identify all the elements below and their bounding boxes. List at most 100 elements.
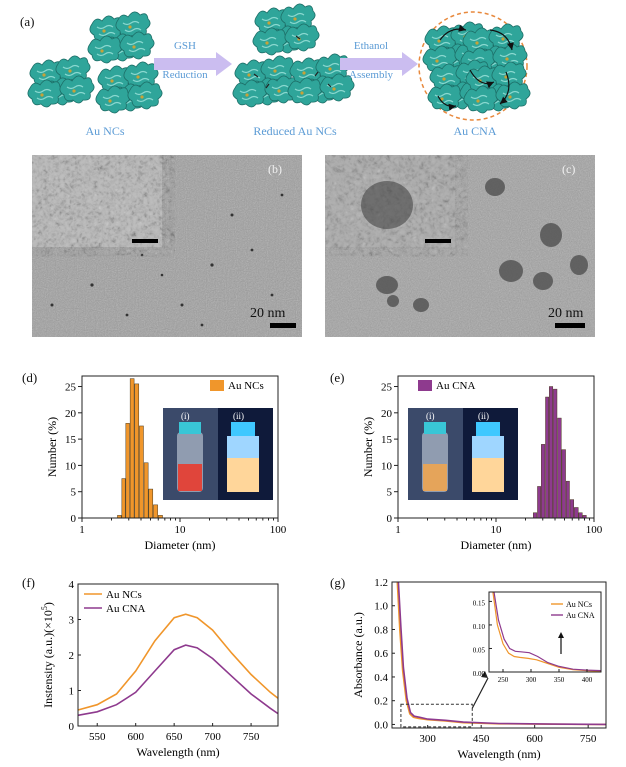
series-line-au-cna (493, 591, 602, 672)
vial-i-cap (424, 422, 446, 434)
vial-ii-liquid (472, 458, 504, 492)
histogram-bar (545, 396, 549, 519)
x-tick-label: 600 (526, 733, 543, 745)
x-tick-label: 400 (582, 676, 593, 684)
x-tick-label: 100 (270, 524, 287, 536)
y-tick-label: 1.2 (374, 577, 388, 589)
histogram-bar (121, 478, 126, 519)
zoom-region-box (400, 703, 473, 728)
histogram-bar (129, 378, 135, 519)
legend-label: Au NCs (106, 589, 142, 601)
vial-photo-inset: (i) (ii) (163, 408, 273, 500)
emission-spectra-chart: 550 600 650 700 750 0 1 2 3 4 Wavelength (nm) Inste… (40, 579, 279, 759)
inset-label-ii: (ii) (233, 411, 244, 421)
histogram-au-ncs: (i) (ii) 0 5 10 15 20 25 1 10 100 Diameter (nm) Numb… (45, 375, 287, 552)
histogram-bar (569, 499, 574, 519)
y-tick-label: 0.05 (473, 646, 486, 654)
series-line-au-ncs (77, 613, 279, 711)
inset-label-i: (i) (426, 411, 435, 421)
y-tick-label: 10 (381, 460, 393, 472)
plot-frame (391, 581, 607, 729)
series-line-au-cna (397, 581, 607, 726)
panel-c-label: (c) (562, 162, 576, 176)
vial-i-liquid (178, 464, 202, 491)
y-tick-label: 1.0 (374, 601, 388, 613)
y-tick-label: 0.0 (374, 719, 388, 731)
vial-ii-liquid (227, 458, 259, 492)
histogram-bar (565, 480, 570, 519)
au-ncs-cluster-group (28, 12, 162, 113)
legend-label: Au CNA (436, 380, 475, 392)
x-tick-label: 350 (554, 676, 565, 684)
y-tick-label: 10 (65, 460, 77, 472)
vial-i-liquid (423, 464, 447, 491)
legend-label: Au CNA (106, 603, 145, 615)
y-tick-label: 25 (381, 382, 393, 394)
y-tick-label: 15 (381, 434, 393, 446)
y-tick-label: 0.00 (473, 670, 486, 678)
x-axis-label: Diameter (nm) (461, 538, 532, 552)
panel-d-label: (d) (22, 370, 38, 385)
inset-label-ii: (ii) (478, 411, 489, 421)
y-tick-label: 5 (387, 487, 393, 499)
legend-label: Au NCs (228, 380, 264, 392)
x-tick-label: 10 (491, 524, 503, 536)
y-tick-label: 3 (69, 615, 75, 627)
y-tick-label: 0.8 (374, 624, 388, 636)
y-tick-label: 5 (71, 487, 77, 499)
y-tick-label: 0 (387, 513, 393, 525)
panel-g-label: (g) (330, 575, 346, 590)
tem-image-c (325, 155, 595, 337)
y-tick-label: 0.2 (374, 696, 388, 708)
inset-label-i: (i) (181, 411, 190, 421)
histogram-bar (541, 444, 546, 519)
histogram-bar (553, 388, 558, 519)
histogram-bar (533, 512, 538, 519)
histogram-bar (143, 462, 149, 519)
histogram-bar (549, 386, 554, 519)
increase-arrowhead (558, 632, 564, 638)
tem-image-b (32, 155, 302, 337)
vial-ii-glow (472, 436, 504, 458)
vial-ii-glow (227, 436, 259, 458)
histogram-bar (561, 449, 566, 519)
y-tick-label: 0 (69, 721, 75, 733)
panel-a-label: (a) (20, 14, 35, 29)
y-axis-label: Number (%) (361, 417, 375, 477)
au-cna-assembly (418, 11, 530, 121)
x-tick-label: 700 (204, 731, 221, 743)
histogram-bar (574, 507, 579, 519)
caption-au-cna: Au CNA (453, 124, 497, 138)
y-tick-label: 25 (65, 382, 77, 394)
y-tick-label: 0 (71, 513, 77, 525)
y-axis-label-exponent: 5 (40, 606, 49, 610)
step1-line1: GSH (173, 40, 196, 52)
x-axis-label: Diameter (nm) (145, 538, 216, 552)
absorbance-spectra-chart: 300 450 600 750 0.0 0.2 0.4 0.6 0.8 1.0 1.2 Wavelen… (351, 577, 607, 761)
inset-legend-label: Au CNA (566, 611, 595, 620)
ethanol-assembly-arrow (340, 52, 418, 76)
y-tick-label: 1 (69, 686, 75, 698)
reduced-au-ncs-cluster-group (233, 4, 354, 107)
inset-legend-label: Au NCs (566, 600, 592, 609)
histogram-bar (578, 512, 583, 519)
legend-swatch (210, 380, 224, 391)
histogram-bar (537, 486, 541, 519)
tem-texture-c (325, 155, 595, 337)
x-tick-label: 1 (395, 524, 401, 536)
x-tick-label: 550 (89, 731, 106, 743)
inset-background (489, 592, 601, 672)
vial-i-cap (179, 422, 201, 434)
panel-e-label: (e) (330, 370, 345, 385)
panel-f-label: (f) (22, 575, 35, 590)
vial-ii-cap (231, 422, 255, 436)
x-tick-label: 450 (473, 733, 490, 745)
zoom-connector-arrow (471, 677, 489, 709)
vial-ii-cap (476, 422, 500, 436)
step2-line1: Ethanol (353, 40, 389, 52)
y-tick-label: 0.15 (473, 599, 486, 607)
y-tick-label: 2 (69, 650, 75, 662)
y-tick-label: 20 (65, 408, 77, 420)
x-tick-label: 300 (419, 733, 436, 745)
series-line-au-cna (77, 644, 279, 717)
